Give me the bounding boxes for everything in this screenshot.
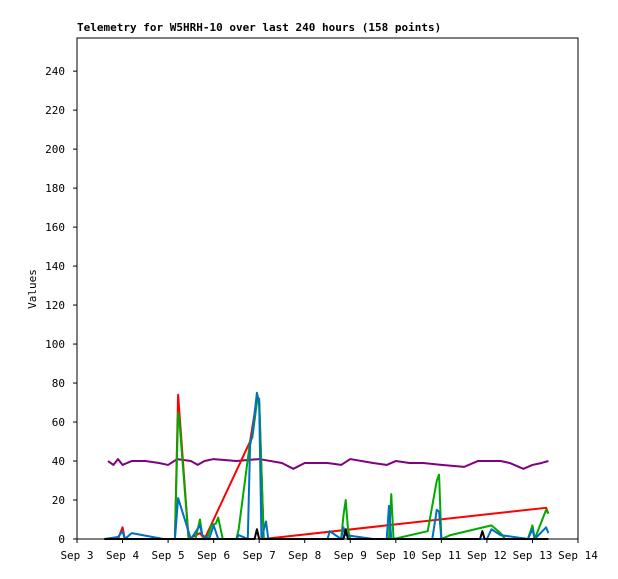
y-tick-label: 120 [45,299,65,312]
y-tick-label: 180 [45,182,65,195]
y-tick-label: 240 [45,65,65,78]
x-tick-label: Sep 14 [558,549,598,562]
chart-title: Telemetry for W5HRH-10 over last 240 hou… [77,21,441,34]
x-tick-label: Sep 5 [152,549,185,562]
y-tick-label: 60 [52,416,65,429]
y-tick-label: 220 [45,104,65,117]
y-tick-label: 140 [45,260,65,273]
x-tick-label: Sep 3 [60,549,93,562]
x-tick-label: Sep 10 [376,549,416,562]
series-line [163,397,550,540]
x-tick-label: Sep 12 [467,549,507,562]
x-tick-label: Sep 6 [197,549,230,562]
y-tick-label: 40 [52,455,65,468]
series-line [104,391,550,540]
x-tick-label: Sep 13 [513,549,553,562]
y-tick-label: 100 [45,338,65,351]
y-axis-label: Values [26,269,39,309]
y-tick-label: 20 [52,494,65,507]
y-tick-label: 0 [58,533,65,546]
x-tick-label: Sep 8 [288,549,321,562]
series-line [107,458,549,470]
y-tick-label: 200 [45,143,65,156]
y-tick-label: 160 [45,221,65,234]
series-line [104,528,549,540]
x-tick-label: Sep 7 [243,549,276,562]
x-tick-label: Sep 9 [334,549,367,562]
x-tick-label: Sep 11 [421,549,461,562]
x-tick-label: Sep 4 [106,549,139,562]
y-tick-label: 80 [52,377,65,390]
